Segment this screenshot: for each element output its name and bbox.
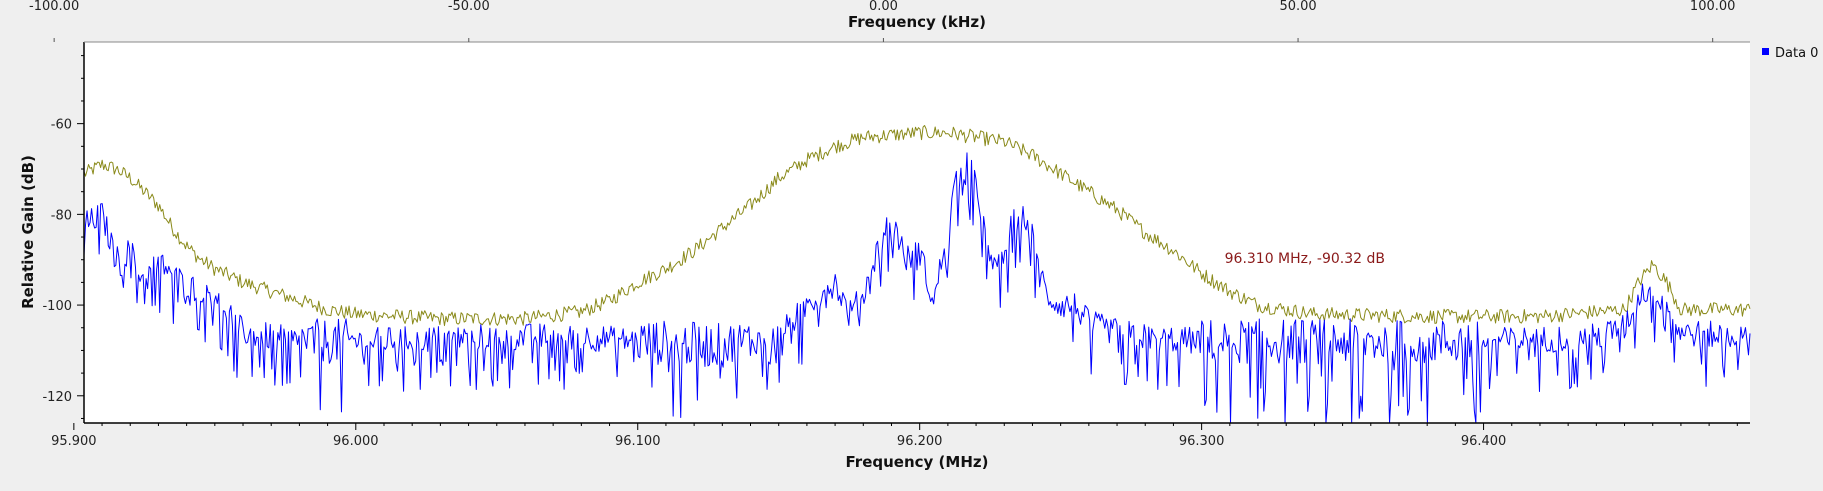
y-axis-title: Relative Gain (dB)	[19, 155, 37, 309]
x-tick-label: 96.200	[897, 434, 943, 449]
x2-tick-label: 0.00	[869, 0, 898, 14]
legend-swatch	[1762, 48, 1769, 55]
x2-tick-label: -50.00	[448, 0, 490, 14]
series-layer	[83, 124, 1751, 424]
x-tick-label: 96.300	[1179, 434, 1225, 449]
x-tick-label: 95.900	[51, 434, 97, 449]
axes-layer: -60 -80 -100 -120 95.900 96.000 96.100 96.200 96…	[29, 0, 1750, 449]
y-tick-label: -100	[42, 299, 72, 314]
legend-label: Data 0	[1775, 46, 1818, 61]
x2-tick-label: 50.00	[1279, 0, 1316, 14]
x2-axis-title: Frequency (kHz)	[848, 13, 986, 31]
series-trace-blue	[83, 152, 1751, 424]
x-tick-label: 96.000	[333, 434, 379, 449]
y-tick-label: -120	[42, 390, 72, 405]
plot-area[interactable]	[84, 42, 1750, 423]
y-tick-label: -60	[51, 118, 72, 133]
y-tick-label: -80	[51, 208, 72, 223]
series-trace-olive	[83, 124, 1751, 327]
marker-readout: 96.310 MHz, -90.32 dB	[1225, 251, 1385, 267]
x-axis-title: Frequency (MHz)	[846, 453, 989, 471]
x2-tick-label: 100.00	[1690, 0, 1736, 14]
x-tick-label: 96.100	[615, 434, 661, 449]
x2-tick-label: -100.00	[29, 0, 79, 14]
legend[interactable]: Data 0	[1762, 46, 1818, 61]
x-tick-label: 96.400	[1461, 434, 1507, 449]
